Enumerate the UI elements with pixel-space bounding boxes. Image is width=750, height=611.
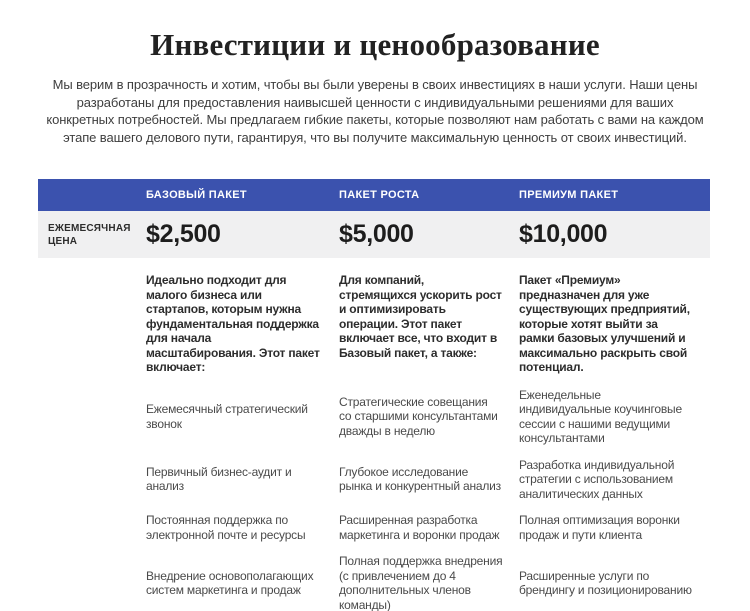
empty-label-cell <box>38 451 146 507</box>
empty-label-cell <box>38 381 146 452</box>
empty-label-cell <box>38 548 146 611</box>
feature-row-1: Ежемесячный стратегический звонок Страте… <box>38 381 710 452</box>
price-row: ЕЖЕМЕСЯЧНАЯ ЦЕНА $2,500 $5,000 $10,000 <box>38 211 710 258</box>
feature-cell: Еженедельные индивидуальные коучинговые … <box>519 381 710 452</box>
feature-cell: Внедрение основополагающих систем маркет… <box>146 548 339 611</box>
feature-cell: Разработка индивидуальной стратегии с ис… <box>519 451 710 507</box>
feature-cell: Первичный бизнес-аудит и анализ <box>146 451 339 507</box>
column-header-spacer <box>38 179 146 211</box>
column-header-basic: БАЗОВЫЙ ПАКЕТ <box>146 179 339 211</box>
feature-cell: Глубокое исследование рынка и конкурентн… <box>339 451 519 507</box>
feature-cell: Расширенная разработка маркетинга и воро… <box>339 507 519 548</box>
description-row: Идеально подходит для малого бизнеса или… <box>38 258 710 382</box>
feature-row-2: Первичный бизнес-аудит и анализ Глубокое… <box>38 451 710 507</box>
price-basic: $2,500 <box>146 211 339 258</box>
package-description-growth: Для компаний, стремящихся ускорить рост … <box>339 258 519 382</box>
feature-cell: Полная поддержка внедрения (с привлечени… <box>339 548 519 611</box>
table-header-row: БАЗОВЫЙ ПАКЕТ ПАКЕТ РОСТА ПРЕМИУМ ПАКЕТ <box>38 179 710 211</box>
empty-label-cell <box>38 258 146 382</box>
column-header-premium: ПРЕМИУМ ПАКЕТ <box>519 179 710 211</box>
feature-cell: Расширенные услуги по брендингу и позици… <box>519 548 710 611</box>
price-row-label: ЕЖЕМЕСЯЧНАЯ ЦЕНА <box>38 211 146 258</box>
feature-cell: Постоянная поддержка по электронной почт… <box>146 507 339 548</box>
pricing-table: БАЗОВЫЙ ПАКЕТ ПАКЕТ РОСТА ПРЕМИУМ ПАКЕТ … <box>38 179 710 611</box>
empty-label-cell <box>38 507 146 548</box>
feature-row-4: Внедрение основополагающих систем маркет… <box>38 548 710 611</box>
feature-cell: Полная оптимизация воронки продаж и пути… <box>519 507 710 548</box>
feature-cell: Ежемесячный стратегический звонок <box>146 381 339 452</box>
price-premium: $10,000 <box>519 211 710 258</box>
price-growth: $5,000 <box>339 211 519 258</box>
feature-row-3: Постоянная поддержка по электронной почт… <box>38 507 710 548</box>
package-description-basic: Идеально подходит для малого бизнеса или… <box>146 258 339 382</box>
package-description-premium: Пакет «Премиум» предназначен для уже сущ… <box>519 258 710 382</box>
intro-paragraph: Мы верим в прозрачность и хотим, чтобы в… <box>46 77 704 145</box>
page-title: Инвестиции и ценообразование <box>150 27 600 62</box>
column-header-growth: ПАКЕТ РОСТА <box>339 179 519 211</box>
feature-cell: Стратегические совещания со старшими кон… <box>339 381 519 452</box>
